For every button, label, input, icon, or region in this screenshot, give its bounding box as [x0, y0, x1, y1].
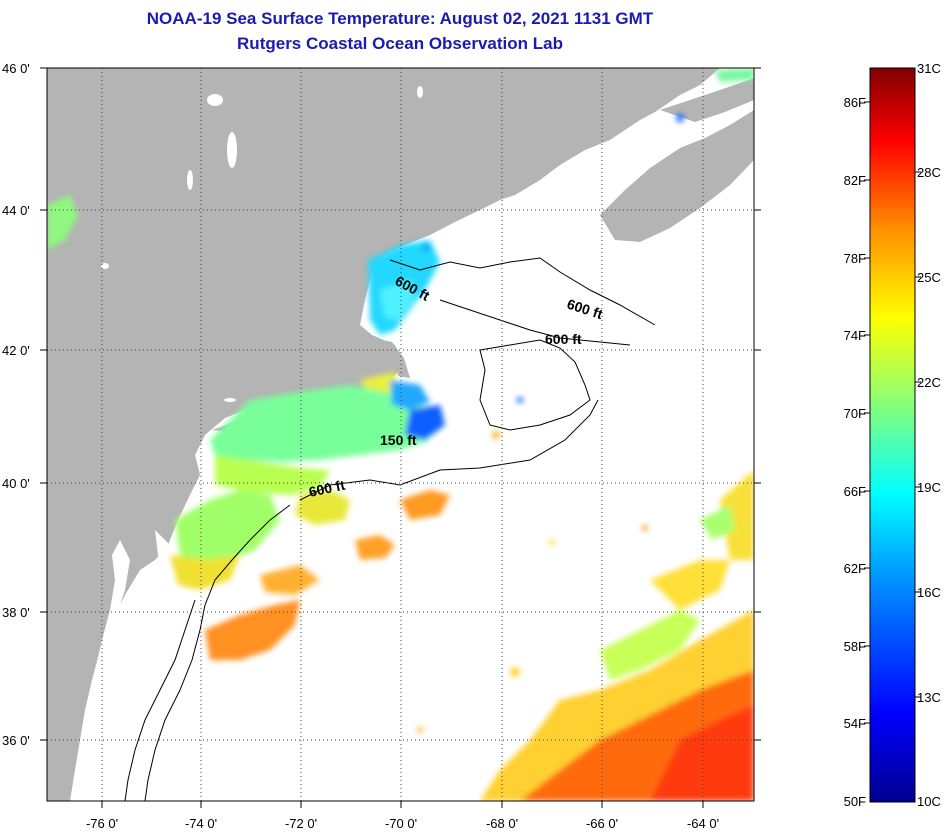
lat-label-46: 46 0'	[2, 61, 30, 76]
colorbar-f-86: 86F	[843, 95, 866, 110]
colorbar-f-54: 54F	[843, 716, 866, 731]
land-us-mainland	[47, 68, 720, 801]
colorbar-f-62: 62F	[843, 561, 866, 576]
colorbar	[869, 67, 916, 803]
colorbar-c-13: 13C	[917, 690, 941, 705]
colorbar-f-74: 74F	[843, 328, 866, 343]
depth-label-nantucket: 150 ft	[380, 432, 417, 448]
colorbar-f-66: 66F	[843, 484, 866, 499]
lon-label-70: -70 0'	[384, 816, 418, 831]
colorbar-f-50: 50F	[843, 794, 866, 809]
depth-label-shelf: 600 ft	[307, 477, 346, 500]
lon-label-76: -76 0'	[85, 816, 119, 831]
lat-label-44: 44 0'	[2, 203, 30, 218]
land-cape-breton	[660, 78, 754, 122]
colorbar-c-22: 22C	[917, 375, 941, 390]
colorbar-f-78: 78F	[843, 251, 866, 266]
axis-ticks	[40, 67, 761, 808]
colorbar-c-31: 31C	[917, 61, 941, 76]
lat-label-36: 36 0'	[2, 733, 30, 748]
depth-label-georges: 600 ft	[545, 331, 582, 347]
sst-data-patches	[47, 68, 754, 801]
delaware-bay	[155, 530, 175, 570]
colorbar-c-25: 25C	[917, 270, 941, 285]
lon-label-66: -66 0'	[585, 816, 619, 831]
lat-label-40: 40 0'	[2, 476, 30, 491]
colorbar-f-70: 70F	[843, 406, 866, 421]
chesapeake-bay	[90, 540, 130, 700]
colorbar-c-10: 10C	[917, 794, 941, 809]
colorbar-c-16: 16C	[917, 585, 941, 600]
lon-label-72: -72 0'	[284, 816, 318, 831]
bathymetry-contours	[124, 257, 656, 801]
colorbar-f-58: 58F	[843, 639, 866, 654]
colorbar-c-28: 28C	[917, 165, 941, 180]
lat-label-38: 38 0'	[2, 605, 30, 620]
lon-label-68: -68 0'	[485, 816, 519, 831]
map-subtitle: Rutgers Coastal Ocean Observation Lab	[237, 34, 563, 53]
land-nova-scotia	[600, 110, 754, 242]
lon-label-64: -64 0'	[686, 816, 720, 831]
lon-label-74: -74 0'	[184, 816, 218, 831]
inland-lakes	[101, 86, 423, 402]
map-title: NOAA-19 Sea Surface Temperature: August …	[146, 9, 654, 28]
colorbar-c-19: 19C	[917, 480, 941, 495]
colorbar-f-82: 82F	[843, 173, 866, 188]
lat-label-42: 42 0'	[2, 343, 30, 358]
colorbar-ticks	[864, 101, 921, 724]
